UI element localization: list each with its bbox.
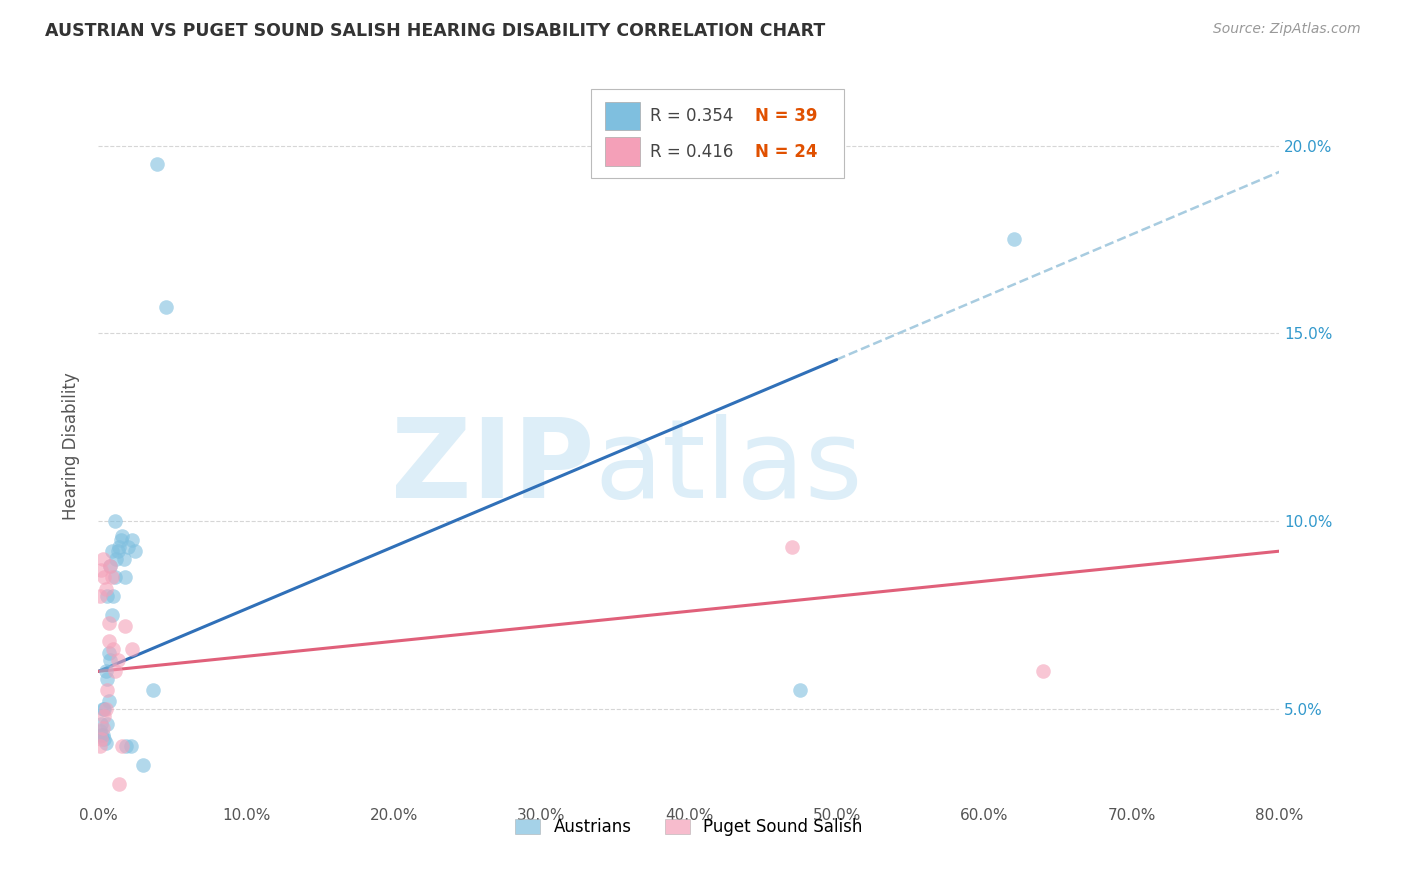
Point xyxy=(114,570,136,584)
Point xyxy=(94,582,117,596)
Point xyxy=(117,541,139,555)
Point xyxy=(97,694,120,708)
Point xyxy=(100,544,122,558)
Point xyxy=(91,721,114,735)
Point xyxy=(114,619,136,633)
Point xyxy=(120,739,142,754)
Y-axis label: Hearing Disability: Hearing Disability xyxy=(62,372,80,520)
Point xyxy=(121,641,143,656)
Point xyxy=(105,551,128,566)
Point xyxy=(782,541,804,555)
Point xyxy=(107,653,129,667)
Point xyxy=(98,653,121,667)
Point xyxy=(97,615,120,630)
Point xyxy=(111,739,134,754)
Point xyxy=(104,514,127,528)
Text: Source: ZipAtlas.com: Source: ZipAtlas.com xyxy=(1213,22,1361,37)
Text: ZIP: ZIP xyxy=(391,414,595,521)
Point xyxy=(104,665,127,679)
Point xyxy=(90,563,112,577)
Point xyxy=(108,777,131,791)
Point xyxy=(96,589,118,603)
Text: AUSTRIAN VS PUGET SOUND SALISH HEARING DISABILITY CORRELATION CHART: AUSTRIAN VS PUGET SOUND SALISH HEARING D… xyxy=(45,22,825,40)
Point xyxy=(103,589,125,603)
Point xyxy=(90,717,112,731)
Point xyxy=(89,589,111,603)
Point xyxy=(93,731,115,746)
Point xyxy=(108,541,131,555)
Point xyxy=(789,683,811,698)
Point xyxy=(96,672,118,686)
Point xyxy=(93,709,115,723)
Point xyxy=(100,607,122,622)
Point xyxy=(124,544,146,558)
Point xyxy=(115,739,138,754)
Point xyxy=(98,559,121,574)
Point xyxy=(97,634,120,648)
Point xyxy=(93,702,115,716)
Point xyxy=(96,683,118,698)
Point xyxy=(96,717,118,731)
Point xyxy=(89,724,111,739)
Point xyxy=(93,570,115,584)
Point xyxy=(107,544,129,558)
Point xyxy=(155,300,177,314)
Text: N = 39: N = 39 xyxy=(755,107,817,125)
Point xyxy=(94,702,117,716)
Point xyxy=(121,533,143,547)
Text: R = 0.354: R = 0.354 xyxy=(650,107,733,125)
Point xyxy=(97,646,120,660)
Point xyxy=(103,641,125,656)
Text: atlas: atlas xyxy=(595,414,863,521)
Point xyxy=(91,551,114,566)
Point xyxy=(1032,665,1054,679)
Point xyxy=(90,728,112,742)
Point xyxy=(110,533,132,547)
Point xyxy=(132,758,155,772)
Text: R = 0.416: R = 0.416 xyxy=(650,143,733,161)
Point xyxy=(142,683,165,698)
Text: N = 24: N = 24 xyxy=(755,143,817,161)
Point xyxy=(89,739,111,754)
Point xyxy=(94,736,117,750)
Legend: Austrians, Puget Sound Salish: Austrians, Puget Sound Salish xyxy=(508,810,870,845)
Point xyxy=(1002,232,1025,246)
Point xyxy=(98,559,121,574)
Point xyxy=(111,529,134,543)
Point xyxy=(91,728,114,742)
Point xyxy=(91,702,114,716)
Point xyxy=(90,731,112,746)
Point xyxy=(146,157,169,171)
Point xyxy=(100,570,122,584)
Point xyxy=(112,551,135,566)
Point xyxy=(94,665,117,679)
Point xyxy=(104,570,127,584)
